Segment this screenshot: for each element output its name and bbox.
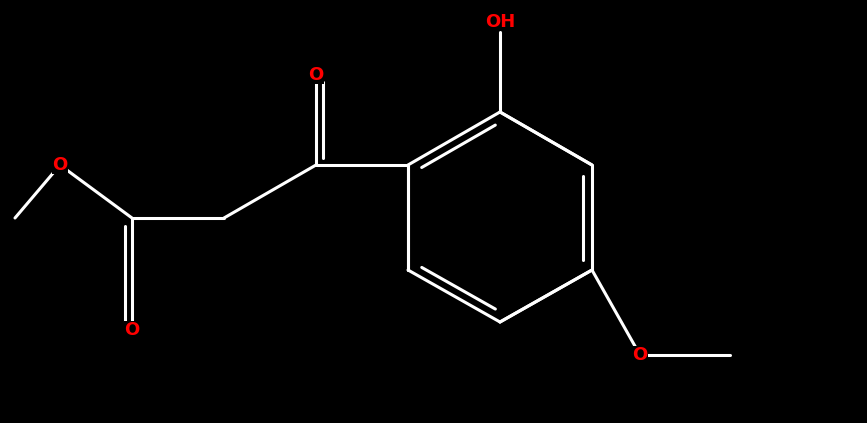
Bar — [124, 321, 140, 339]
Text: O: O — [309, 66, 323, 84]
Text: O: O — [124, 321, 140, 339]
Bar — [308, 66, 324, 84]
Bar — [52, 156, 68, 174]
Text: O: O — [632, 346, 648, 364]
Text: OH: OH — [485, 13, 515, 31]
Bar — [487, 13, 513, 31]
Text: O: O — [52, 156, 68, 174]
Bar — [632, 346, 648, 364]
